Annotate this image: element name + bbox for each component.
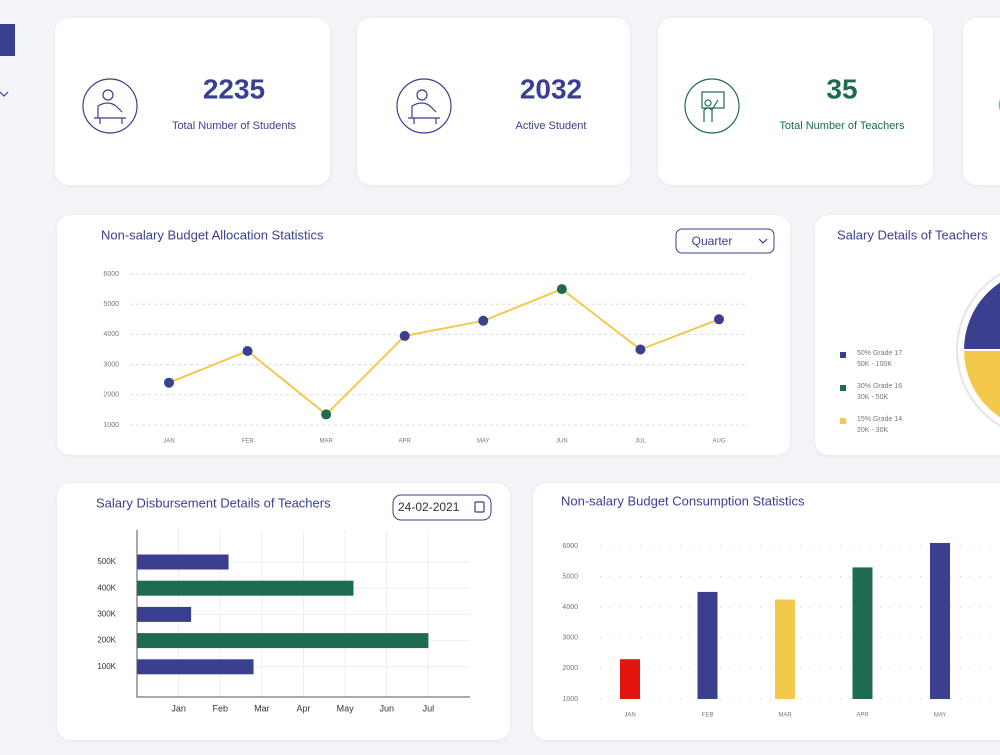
chart-title: Salary Disbursement Details of Teachers	[96, 495, 331, 510]
legend-swatch	[840, 418, 846, 424]
x-tick-label: MAY	[477, 439, 490, 445]
bar	[137, 659, 254, 675]
legend-label: 50% Grade 17	[857, 350, 902, 357]
bar	[137, 554, 229, 570]
y-tick-label: 1000	[562, 696, 578, 703]
y-tick-label: 400K	[97, 583, 116, 592]
bar	[697, 591, 718, 699]
y-tick-label: 6000	[562, 543, 578, 550]
y-tick-label: 3000	[103, 361, 119, 368]
stat-card	[55, 18, 330, 185]
bar	[137, 633, 429, 649]
y-tick-label: 1000	[103, 422, 119, 429]
legend-range: 30K - 50K	[857, 394, 888, 401]
y-tick-label: 3000	[562, 635, 578, 642]
x-tick-label: Jan	[171, 703, 186, 713]
y-tick-label: 100K	[97, 662, 116, 671]
x-tick-label: FEB	[702, 713, 714, 719]
sidebar-chevron	[0, 91, 9, 97]
stat-label: Active Student	[516, 120, 587, 132]
teacher-icon	[684, 78, 740, 134]
stat-card	[963, 18, 1000, 185]
x-tick-label: AUG	[712, 439, 725, 445]
sidebar-active[interactable]	[0, 24, 15, 56]
pie-slice	[961, 280, 1000, 351]
bar	[775, 599, 795, 699]
bar	[930, 542, 950, 699]
legend-swatch	[840, 352, 846, 358]
x-tick-label: APR	[399, 439, 412, 445]
pie-slice	[961, 349, 1000, 420]
x-tick-label: May	[337, 703, 355, 713]
x-tick-label: FEB	[242, 439, 254, 445]
x-tick-label: MAY	[934, 713, 947, 719]
y-tick-label: 300K	[97, 610, 116, 619]
y-tick-label: 4000	[562, 604, 578, 611]
student-icon	[396, 78, 452, 134]
date-picker[interactable]	[392, 494, 492, 521]
x-tick-label: Jun	[379, 703, 394, 713]
x-tick-label: Jul	[423, 703, 435, 713]
legend-label: 15% Grade 14	[857, 416, 902, 423]
x-tick-label: MAR	[319, 439, 333, 445]
point	[242, 346, 253, 357]
bar	[620, 659, 640, 699]
student-icon	[82, 78, 138, 134]
y-tick-label: 2000	[103, 392, 119, 399]
date-label[interactable]: 24-02-2021	[398, 500, 460, 514]
line	[168, 287, 720, 416]
stat-label: Total Number of Teachers	[779, 120, 905, 132]
chart-title: Salary Details of Teachers	[837, 227, 988, 242]
point	[478, 315, 489, 326]
y-tick-label: 5000	[562, 573, 578, 580]
stat-value: 2032	[520, 73, 582, 104]
stat-value: 35	[826, 73, 857, 104]
chart-card	[815, 215, 1000, 455]
x-tick-label: Mar	[254, 703, 270, 713]
chart-title: Non-salary Budget Allocation Statistics	[101, 227, 324, 242]
bar	[137, 606, 192, 622]
y-tick-label: 5000	[103, 301, 119, 308]
x-tick-label: JAN	[163, 439, 174, 445]
legend-range: 50K - 100K	[857, 361, 892, 368]
quarter-dropdown[interactable]	[675, 228, 775, 254]
chart-card	[57, 483, 510, 740]
point	[556, 284, 567, 295]
x-tick-label: Apr	[296, 703, 310, 713]
legend-range: 20K - 30K	[857, 427, 888, 434]
pie-ring	[956, 273, 1000, 427]
dropdown-chevron	[758, 238, 768, 244]
stat-label: Total Number of Students	[172, 120, 297, 132]
bar	[137, 580, 354, 596]
chart-card	[533, 483, 1000, 740]
calendar-icon	[474, 501, 485, 513]
y-tick-label: 200K	[97, 636, 116, 645]
axis	[136, 530, 470, 698]
point	[714, 314, 724, 325]
x-tick-label: JUN	[556, 439, 568, 445]
point	[321, 409, 332, 420]
y-tick-label: 2000	[562, 665, 578, 672]
x-tick-label: JAN	[624, 713, 635, 719]
stat-card	[658, 18, 933, 185]
stat-value: 2235	[203, 73, 265, 104]
y-tick-label: 6000	[103, 271, 119, 278]
x-tick-label: APR	[856, 713, 869, 719]
bar	[852, 567, 873, 699]
x-tick-label: JUL	[635, 439, 646, 445]
point	[164, 377, 174, 388]
x-tick-label: Feb	[212, 703, 228, 713]
point	[399, 330, 410, 341]
y-tick-label: 4000	[103, 331, 119, 338]
x-tick-label: MAR	[778, 713, 792, 719]
point	[635, 344, 646, 355]
stat-card	[357, 18, 630, 185]
legend-swatch	[840, 385, 846, 391]
legend-label: 30% Grade 16	[857, 383, 902, 390]
chart-title: Non-salary Budget Consumption Statistics	[561, 493, 805, 508]
dropdown-label[interactable]: Quarter	[692, 234, 733, 248]
y-tick-label: 500K	[97, 557, 116, 566]
